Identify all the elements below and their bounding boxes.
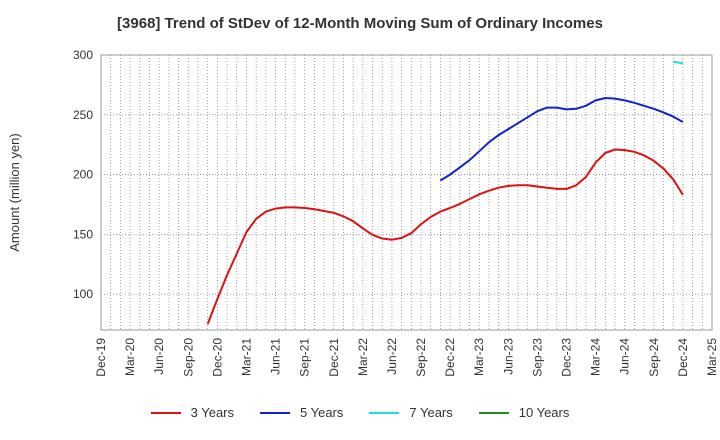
- legend: 3 Years 5 Years 7 Years 10 Years: [0, 405, 720, 420]
- x-tick-label: Dec-23: [560, 338, 574, 377]
- x-tick-label: Sep-23: [530, 338, 544, 377]
- x-tick-label: Sep-22: [414, 338, 428, 377]
- legend-swatch: [478, 411, 509, 414]
- x-tick-label: Mar-23: [472, 338, 486, 376]
- x-tick-label: Jun-20: [152, 338, 166, 375]
- x-tick-label: Jun-22: [385, 338, 399, 375]
- legend-label: 10 Years: [518, 405, 570, 420]
- y-tick-label: 100: [73, 287, 93, 301]
- x-tick-label: Mar-25: [705, 338, 719, 376]
- y-tick-label: 300: [73, 48, 93, 62]
- x-tick-label: Dec-22: [443, 338, 457, 377]
- x-tick-label: Dec-24: [676, 338, 690, 377]
- legend-swatch: [369, 411, 400, 414]
- series-line-3-years: [206, 148, 684, 325]
- legend-item-5-years: 5 Years: [260, 405, 343, 420]
- y-tick-label: 250: [73, 108, 93, 122]
- x-tick-label: Jun-23: [501, 338, 515, 375]
- y-tick-label: 150: [73, 227, 93, 241]
- x-tick-label: Mar-21: [239, 338, 253, 376]
- y-tick-label: 200: [73, 168, 93, 182]
- legend-label: 7 Years: [409, 405, 453, 420]
- x-tick-label: Dec-20: [210, 338, 224, 377]
- chart-title: [3968] Trend of StDev of 12-Month Moving…: [117, 15, 603, 32]
- plot-frame: [100, 54, 713, 331]
- x-tick-label: Sep-20: [181, 338, 195, 377]
- y-axis-title: Amount (million yen): [7, 133, 22, 252]
- x-tick-label: Jun-21: [269, 338, 283, 375]
- x-tick-label: Sep-21: [298, 338, 312, 377]
- legend-item-10-years: 10 Years: [478, 405, 570, 420]
- legend-label: 5 Years: [300, 405, 344, 420]
- legend-item-3-years: 3 Years: [150, 405, 234, 420]
- grid-layer: [101, 54, 712, 330]
- x-tick-label: Dec-19: [94, 338, 108, 377]
- x-tick-label: Dec-21: [327, 338, 341, 377]
- x-tick-label: Jun-24: [618, 338, 632, 375]
- y-axis-ticks: 100 150 200 250 300: [73, 48, 93, 301]
- legend-item-7-years: 7 Years: [369, 405, 453, 420]
- series-line-5-years: [439, 97, 684, 182]
- legend-label: 3 Years: [190, 405, 234, 420]
- x-tick-label: Mar-24: [589, 338, 603, 376]
- legend-swatch: [150, 411, 181, 414]
- series-layer: [206, 60, 684, 325]
- series-line-7-years: [673, 60, 684, 65]
- legend-swatch: [260, 411, 290, 414]
- x-tick-label: Mar-20: [123, 338, 137, 376]
- x-axis-ticks: Dec-19 Mar-20 Jun-20 Sep-20 Dec-20 Mar-21 Jun-…: [94, 338, 719, 377]
- x-tick-label: Sep-24: [647, 338, 661, 377]
- x-tick-label: Mar-22: [356, 338, 370, 376]
